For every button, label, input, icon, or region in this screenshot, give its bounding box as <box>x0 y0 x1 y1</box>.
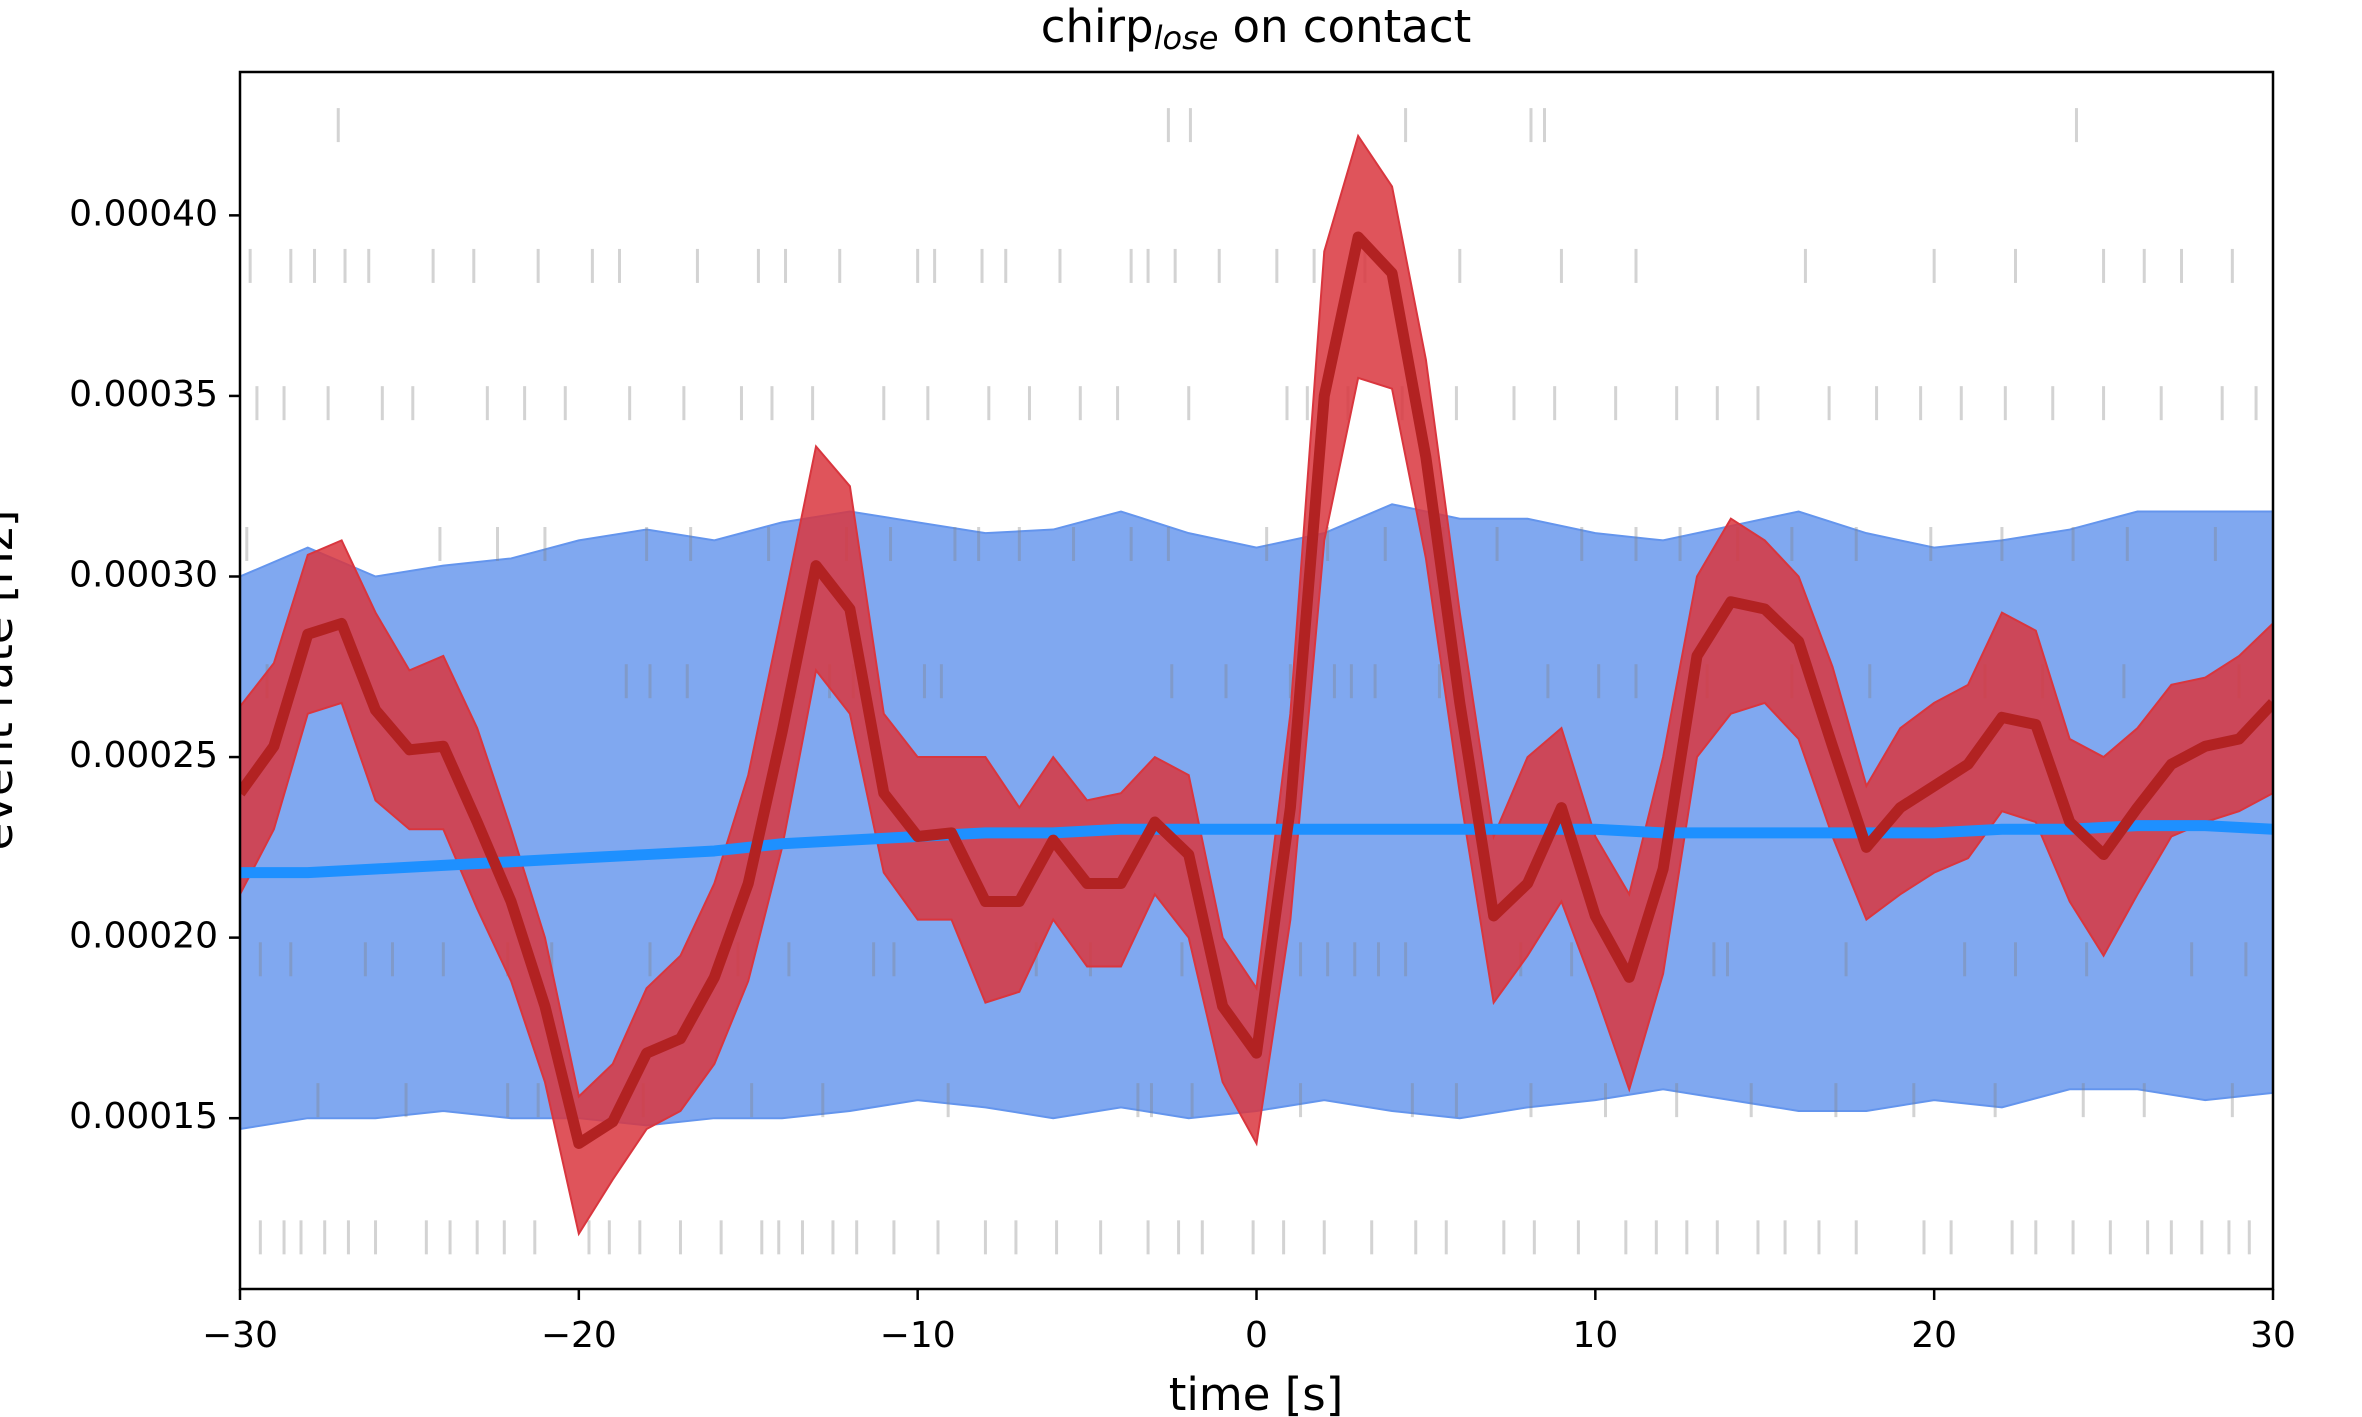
x-tick-label: −10 <box>880 1315 956 1356</box>
title-subscript: lose <box>1154 19 1219 57</box>
y-tick-label: 0.00020 <box>69 916 218 957</box>
y-tick-label: 0.00035 <box>69 374 218 415</box>
confidence-band <box>240 133 2273 1237</box>
mean-line <box>240 231 2273 1149</box>
mean-line <box>240 820 2273 879</box>
title-main: chirp <box>1041 0 1154 53</box>
x-tick-label: −30 <box>202 1315 278 1356</box>
y-tick-label: 0.00030 <box>69 554 218 595</box>
title-suffix: on contact <box>1232 0 1471 53</box>
x-tick-label: 30 <box>2250 1315 2296 1356</box>
y-tick-label: 0.00025 <box>69 735 218 776</box>
chart-title: chirplose on contact <box>1041 0 1471 57</box>
y-tick-label: 0.00040 <box>69 193 218 234</box>
x-tick-label: −20 <box>541 1315 617 1356</box>
x-tick-label: 0 <box>1245 1315 1268 1356</box>
x-tick-label: 10 <box>1572 1315 1618 1356</box>
y-axis-label: event rate [Hz] <box>0 510 23 851</box>
plot-area <box>240 108 2273 1255</box>
x-axis-label: time [s] <box>1169 1368 1344 1417</box>
y-tick-label: 0.00015 <box>69 1096 218 1137</box>
x-tick-label: 20 <box>1911 1315 1957 1356</box>
